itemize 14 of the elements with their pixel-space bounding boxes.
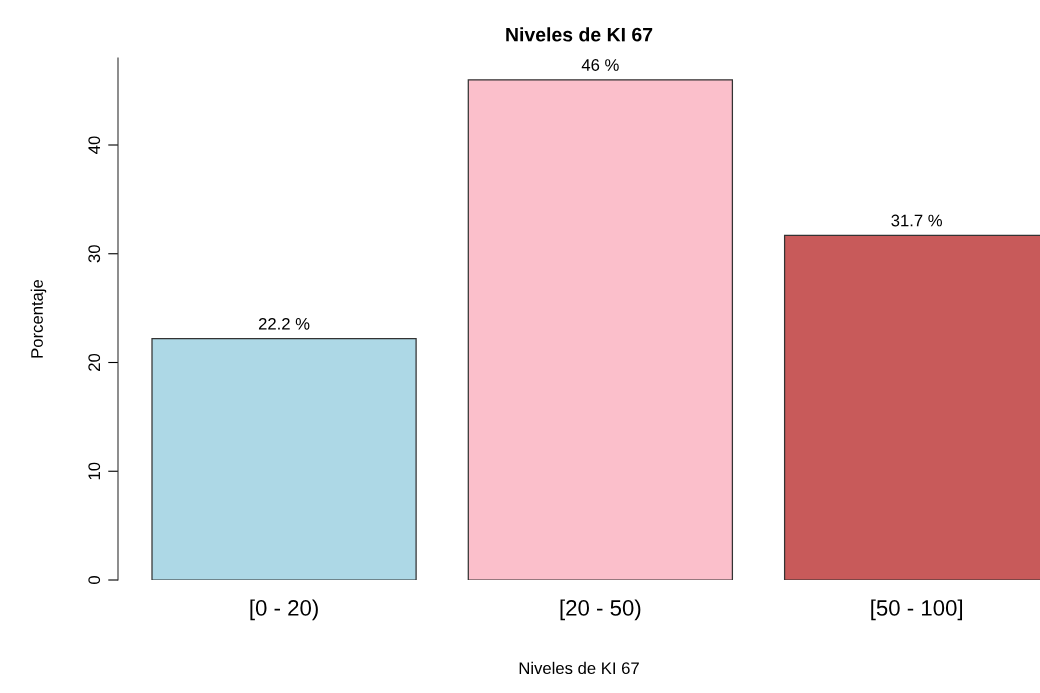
y-axis-title: Porcentaje (30, 279, 47, 358)
x-tick-label: [20 - 50) (560, 599, 641, 621)
y-tick-label: 0 (88, 576, 101, 584)
y-tick-label: 20 (88, 353, 101, 371)
x-axis-title: Niveles de KI 67 (519, 661, 639, 675)
y-tick-label: 10 (88, 462, 101, 480)
data-label: 31.7 % (891, 214, 942, 227)
y-tick-label: 30 (88, 245, 101, 263)
y-tick-label: 40 (88, 136, 101, 154)
chart-title: Niveles de KI 67 (506, 27, 653, 42)
x-tick-label: [50 - 100] (871, 599, 963, 621)
data-label: 46 % (581, 59, 619, 71)
x-tick-label: [0 - 20) (250, 599, 318, 621)
data-label: 22.2 % (258, 317, 310, 330)
